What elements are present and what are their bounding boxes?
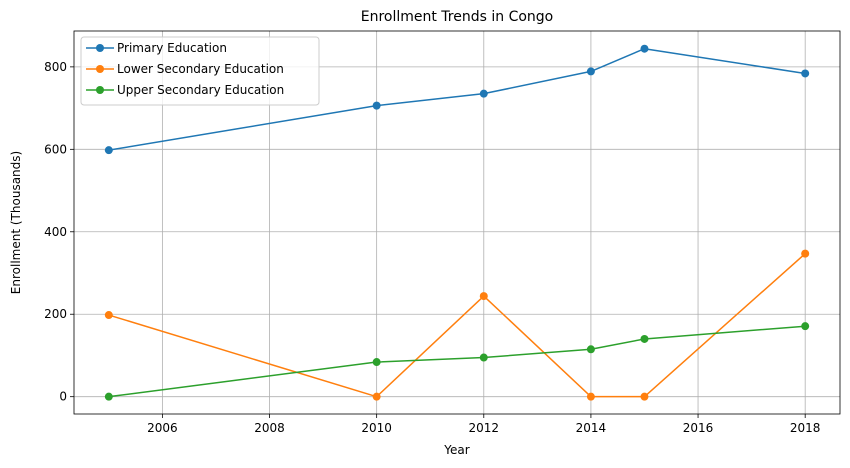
data-point-upper-secondary-education: [640, 334, 649, 343]
x-tick-label: 2018: [790, 421, 821, 435]
data-point-primary-education: [586, 67, 595, 76]
legend-entry-lower-secondary-education: Lower Secondary Education: [86, 62, 284, 76]
data-point-upper-secondary-education: [104, 392, 113, 401]
x-tick-label: 2010: [361, 421, 392, 435]
series-line-primary-education: [108, 47, 806, 151]
legend-swatch-marker: [96, 44, 104, 52]
x-tick-label: 2016: [683, 421, 714, 435]
y-tick-label: 0: [59, 390, 67, 404]
grid: [74, 31, 840, 414]
ticks: 2006 2008 2010 2012 2014 2016 2018 0 200 400 600 80…: [44, 60, 820, 435]
series-upper-secondary-education: [104, 322, 810, 401]
chart-title: Enrollment Trends in Congo: [361, 9, 554, 25]
legend-label: Primary Education: [117, 41, 227, 55]
plot-frame: [73, 30, 841, 415]
data-point-primary-education: [801, 69, 810, 78]
x-tick-label: 2012: [469, 421, 500, 435]
data-point-upper-secondary-education: [372, 358, 381, 367]
data-point-primary-education: [104, 146, 113, 155]
x-tick-label: 2014: [576, 421, 607, 435]
series-layer: [104, 44, 810, 401]
data-point-lower-secondary-education: [640, 392, 649, 401]
legend-entry-primary-education: Primary Education: [86, 41, 227, 55]
series-line-upper-secondary-education: [108, 325, 806, 398]
legend-box: [80, 36, 320, 106]
data-point-primary-education: [640, 44, 649, 53]
legend-swatch-marker: [96, 86, 104, 94]
data-point-upper-secondary-education: [479, 353, 488, 362]
legend-label: Upper Secondary Education: [117, 83, 284, 97]
x-tick-label: 2006: [147, 421, 178, 435]
y-axis-title: Enrollment (Thousands): [9, 151, 23, 294]
data-point-upper-secondary-education: [586, 345, 595, 354]
data-point-primary-education: [479, 89, 488, 98]
series-primary-education: [104, 44, 810, 155]
y-tick-label: 800: [44, 60, 67, 74]
legend-entry-upper-secondary-education: Upper Secondary Education: [86, 83, 284, 97]
y-tick-label: 400: [44, 225, 67, 239]
legend-swatch-marker: [96, 65, 104, 73]
legend-label: Lower Secondary Education: [117, 62, 284, 76]
series-line-lower-secondary-education: [108, 253, 806, 398]
y-tick-label: 200: [44, 307, 67, 321]
y-tick-label: 600: [44, 142, 67, 156]
legend: Primary Education Lower Secondary Educati…: [80, 36, 320, 106]
data-point-lower-secondary-education: [479, 292, 488, 301]
data-point-primary-education: [372, 101, 381, 110]
data-point-upper-secondary-education: [801, 322, 810, 331]
data-point-lower-secondary-education: [586, 392, 595, 401]
data-point-lower-secondary-education: [104, 311, 113, 320]
data-point-lower-secondary-education: [372, 392, 381, 401]
x-axis-title: Year: [443, 443, 469, 457]
x-tick-label: 2008: [254, 421, 285, 435]
data-point-lower-secondary-education: [801, 249, 810, 258]
series-lower-secondary-education: [104, 249, 810, 401]
